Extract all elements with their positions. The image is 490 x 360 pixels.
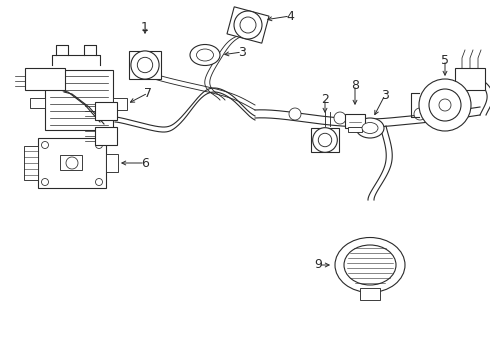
Text: 3: 3	[381, 89, 389, 102]
Bar	[360, 288, 380, 300]
Circle shape	[42, 141, 49, 149]
Ellipse shape	[362, 122, 378, 134]
Ellipse shape	[356, 118, 384, 138]
Circle shape	[137, 57, 153, 73]
Bar	[95, 102, 117, 120]
Ellipse shape	[190, 45, 220, 66]
Circle shape	[66, 157, 78, 169]
Circle shape	[234, 11, 262, 39]
Bar	[30, 98, 45, 108]
Ellipse shape	[344, 245, 396, 285]
Circle shape	[131, 51, 159, 79]
Text: 9: 9	[314, 258, 322, 271]
Bar	[95, 127, 117, 145]
Circle shape	[414, 108, 426, 120]
Circle shape	[313, 128, 337, 152]
Text: 6: 6	[141, 157, 149, 170]
Circle shape	[289, 108, 301, 120]
Circle shape	[419, 79, 471, 131]
Bar	[45, 70, 113, 130]
Circle shape	[42, 179, 49, 185]
Text: 7: 7	[144, 86, 152, 99]
Bar	[227, 7, 269, 43]
Ellipse shape	[196, 49, 214, 61]
Circle shape	[334, 112, 346, 124]
Bar	[311, 128, 339, 152]
Text: 8: 8	[351, 78, 359, 91]
Bar	[455, 68, 485, 90]
Ellipse shape	[335, 238, 405, 292]
Bar	[345, 114, 365, 128]
Bar	[60, 155, 82, 170]
Text: 3: 3	[238, 45, 246, 59]
Bar	[25, 68, 65, 90]
Bar	[106, 154, 118, 172]
Bar	[38, 138, 106, 188]
Circle shape	[429, 89, 461, 121]
Circle shape	[439, 99, 451, 111]
Bar	[129, 51, 161, 79]
Bar	[113, 98, 127, 110]
Circle shape	[96, 141, 102, 149]
Circle shape	[240, 17, 256, 33]
Bar	[24, 146, 38, 180]
Text: 4: 4	[286, 9, 294, 23]
Text: 2: 2	[321, 93, 329, 105]
Text: 5: 5	[441, 54, 449, 67]
Circle shape	[318, 133, 332, 147]
Circle shape	[96, 179, 102, 185]
Bar	[348, 127, 362, 132]
Text: 1: 1	[141, 21, 149, 33]
